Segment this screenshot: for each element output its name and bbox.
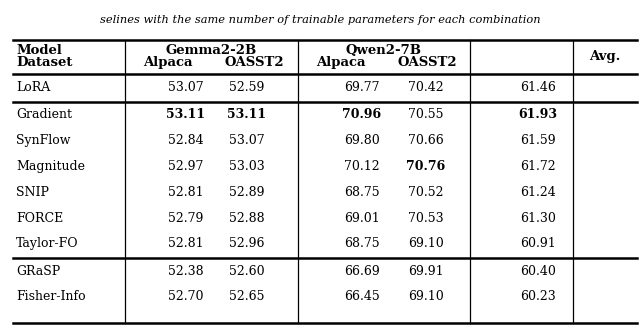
Text: FORCE: FORCE <box>16 212 63 225</box>
Text: 70.66: 70.66 <box>408 134 444 147</box>
Text: 60.40: 60.40 <box>520 265 556 278</box>
Text: Model: Model <box>16 44 62 57</box>
Text: SynFlow: SynFlow <box>16 134 70 147</box>
Text: 61.30: 61.30 <box>520 212 556 225</box>
Text: LoRA: LoRA <box>16 82 51 94</box>
Text: 61.24: 61.24 <box>520 186 556 199</box>
Text: 66.45: 66.45 <box>344 290 380 303</box>
Text: 70.96: 70.96 <box>342 109 381 121</box>
Text: 52.89: 52.89 <box>228 186 264 199</box>
Text: 70.52: 70.52 <box>408 186 444 199</box>
Text: OASST2: OASST2 <box>397 56 457 69</box>
Text: 70.76: 70.76 <box>406 160 445 173</box>
Text: 61.72: 61.72 <box>520 160 556 173</box>
Text: 61.46: 61.46 <box>520 82 556 94</box>
Text: Alpaca: Alpaca <box>316 56 365 69</box>
Text: 60.23: 60.23 <box>520 290 556 303</box>
Text: 66.69: 66.69 <box>344 265 380 278</box>
Text: Magnitude: Magnitude <box>16 160 85 173</box>
Text: 61.59: 61.59 <box>520 134 556 147</box>
Text: 69.10: 69.10 <box>408 290 444 303</box>
Text: 69.10: 69.10 <box>408 238 444 250</box>
Text: 52.79: 52.79 <box>168 212 204 225</box>
Text: 53.07: 53.07 <box>168 82 204 94</box>
Text: 52.97: 52.97 <box>168 160 204 173</box>
Text: 70.53: 70.53 <box>408 212 444 225</box>
Text: Avg.: Avg. <box>589 50 621 63</box>
Text: 52.88: 52.88 <box>228 212 264 225</box>
Text: 69.80: 69.80 <box>344 134 380 147</box>
Text: 52.96: 52.96 <box>228 238 264 250</box>
Text: 69.77: 69.77 <box>344 82 380 94</box>
Text: 60.91: 60.91 <box>520 238 556 250</box>
Text: Gemma2-2B: Gemma2-2B <box>166 44 257 57</box>
Text: 68.75: 68.75 <box>344 238 380 250</box>
Text: 70.42: 70.42 <box>408 82 444 94</box>
Text: 70.12: 70.12 <box>344 160 380 173</box>
Text: 53.11: 53.11 <box>227 109 266 121</box>
Text: 52.59: 52.59 <box>228 82 264 94</box>
Text: 70.55: 70.55 <box>408 109 444 121</box>
Text: Dataset: Dataset <box>16 56 72 69</box>
Text: 52.84: 52.84 <box>168 134 204 147</box>
Text: 52.81: 52.81 <box>168 186 204 199</box>
Text: OASST2: OASST2 <box>225 56 284 69</box>
Text: Gradient: Gradient <box>16 109 72 121</box>
Text: selines with the same number of trainable parameters for each combination: selines with the same number of trainabl… <box>100 15 540 25</box>
Text: GRaSP: GRaSP <box>16 265 60 278</box>
Text: 52.70: 52.70 <box>168 290 204 303</box>
Text: Qwen2-7B: Qwen2-7B <box>346 44 422 57</box>
Text: Taylor-FO: Taylor-FO <box>16 238 79 250</box>
Text: 69.91: 69.91 <box>408 265 444 278</box>
Text: 53.07: 53.07 <box>228 134 264 147</box>
Text: 52.81: 52.81 <box>168 238 204 250</box>
Text: 69.01: 69.01 <box>344 212 380 225</box>
Text: SNIP: SNIP <box>16 186 49 199</box>
Text: 61.93: 61.93 <box>518 109 557 121</box>
Text: Alpaca: Alpaca <box>143 56 193 69</box>
Text: 68.75: 68.75 <box>344 186 380 199</box>
Text: 53.03: 53.03 <box>228 160 264 173</box>
Text: 52.60: 52.60 <box>228 265 264 278</box>
Text: 52.38: 52.38 <box>168 265 204 278</box>
Text: 52.65: 52.65 <box>228 290 264 303</box>
Text: Fisher-Info: Fisher-Info <box>16 290 86 303</box>
Text: 53.11: 53.11 <box>166 109 205 121</box>
